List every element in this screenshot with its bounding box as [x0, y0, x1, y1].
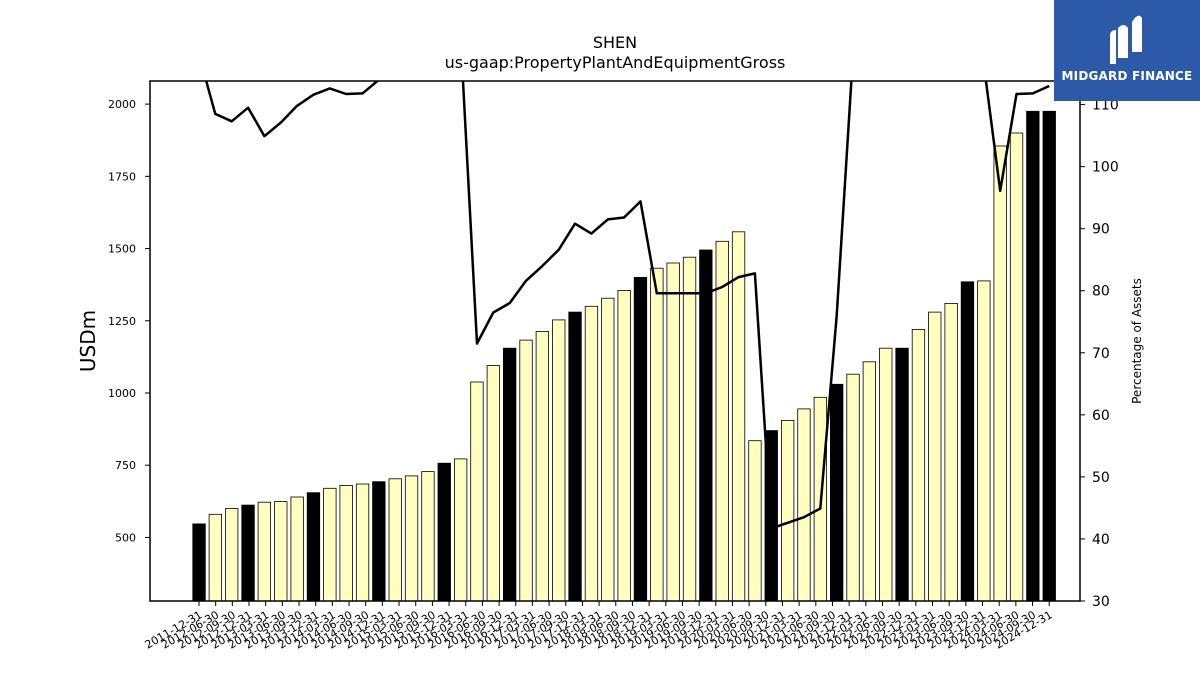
y2-tick-label: 70 [1092, 346, 1110, 362]
bar-2014-09-30 [372, 481, 386, 602]
y-tick-label: 750 [115, 459, 136, 472]
y-tick-label: 1750 [108, 170, 136, 183]
bar-2016-09-30 [502, 347, 517, 602]
y2-tick-label: 60 [1092, 408, 1110, 424]
bar-2018-09-30 [633, 276, 648, 602]
bar-2016-03-31 [470, 381, 484, 602]
bar-2019-03-31 [666, 262, 680, 602]
y-tick-label: 2000 [108, 98, 136, 111]
bar-2021-03-31 [797, 408, 811, 602]
y2-tick-label: 80 [1092, 284, 1110, 300]
bar-2013-06-30 [290, 496, 304, 602]
bar-2020-03-31 [731, 231, 746, 602]
y-tick-label: 500 [115, 531, 136, 544]
bar-2018-06-30 [617, 289, 631, 602]
bar-2017-09-30 [568, 311, 582, 602]
bar-2022-06-30 [879, 347, 893, 602]
y-tick-label: 1500 [108, 243, 136, 256]
chart-subtitle: us-gaap:PropertyPlantAndEquipmentGross [445, 53, 786, 72]
bar-2021-12-31 [846, 373, 860, 602]
y-axis-left: 500 750 1000 1250 1500 1750 2000 [108, 98, 150, 544]
bar-2018-03-31 [601, 297, 615, 602]
bar-2014-03-31 [339, 484, 353, 602]
bar-2017-12-31 [584, 305, 599, 602]
bar-2020-06-30 [748, 440, 762, 602]
bar-2024-12-31 [1042, 110, 1056, 602]
y2-tick-label: 110 [1092, 98, 1119, 114]
y2-tick-label: 50 [1092, 470, 1110, 486]
brand-name: MIDGARD FINANCE [1061, 69, 1193, 83]
y2-tick-label: 100 [1092, 160, 1119, 176]
x-axis: 2011-12-312012-06-302012-09-302012-12-31… [143, 601, 1055, 652]
bar-2014-12-31 [388, 478, 402, 602]
bar-2024-09-30 [1026, 110, 1040, 602]
bar-2016-12-31 [519, 339, 533, 602]
bar-2014-06-30 [355, 483, 370, 602]
bar-2021-09-30 [830, 383, 844, 602]
bar-2017-03-31 [535, 331, 549, 602]
bar-2022-09-30 [895, 347, 909, 602]
bar-2013-12-31 [323, 487, 337, 602]
y2-tick-label: 30 [1092, 594, 1110, 610]
y-axis-right: 30 40 50 60 70 80 90 100 110 [1080, 98, 1119, 610]
y2-axis-label: Percentage of Assets [1130, 278, 1144, 404]
chart-title: SHEN [593, 33, 637, 52]
bar-2013-03-31 [274, 501, 288, 602]
percentage-line-series [204, 81, 1050, 530]
bar-2012-12-31 [257, 501, 272, 602]
bar-2018-12-31 [650, 267, 664, 602]
bar-2019-12-31 [715, 240, 729, 602]
bar-2023-03-31 [928, 311, 942, 602]
bar-2024-06-30 [1009, 132, 1024, 602]
bar-2015-12-31 [453, 458, 468, 602]
bar-2015-09-30 [437, 462, 451, 602]
percentage-of-assets-line [204, 81, 1050, 530]
bar-series [192, 110, 1056, 602]
bar-2013-09-30 [306, 492, 321, 602]
bar-2019-09-30 [699, 249, 713, 602]
y-tick-label: 1250 [108, 315, 136, 328]
y2-tick-label: 40 [1092, 532, 1110, 548]
bar-2017-06-30 [552, 319, 566, 602]
y2-tick-label: 90 [1092, 222, 1110, 238]
bar-2012-03-31 [208, 513, 223, 602]
bar-2019-06-30 [682, 256, 697, 602]
bar-2011-12-31 [192, 523, 206, 602]
bar-2023-09-30 [960, 281, 975, 602]
bar-2012-09-30 [241, 504, 255, 602]
y-axis-label: USDm [76, 310, 100, 372]
bar-2024-03-31 [993, 145, 1007, 602]
bar-2022-03-31 [862, 361, 876, 602]
midgard-logo-icon [1110, 15, 1142, 64]
bar-2012-06-30 [224, 508, 239, 602]
plot-frame [149, 80, 1081, 602]
bar-2023-06-30 [944, 302, 958, 602]
bar-2020-12-31 [781, 419, 795, 602]
brand-logo: MIDGARD FINANCE [1054, 0, 1200, 101]
bar-2022-12-31 [911, 328, 926, 602]
bar-2015-03-31 [404, 475, 419, 602]
bar-2015-06-30 [421, 471, 435, 602]
bar-2016-06-30 [486, 365, 501, 602]
y-tick-label: 1000 [108, 387, 136, 400]
bar-2023-12-31 [977, 280, 991, 602]
